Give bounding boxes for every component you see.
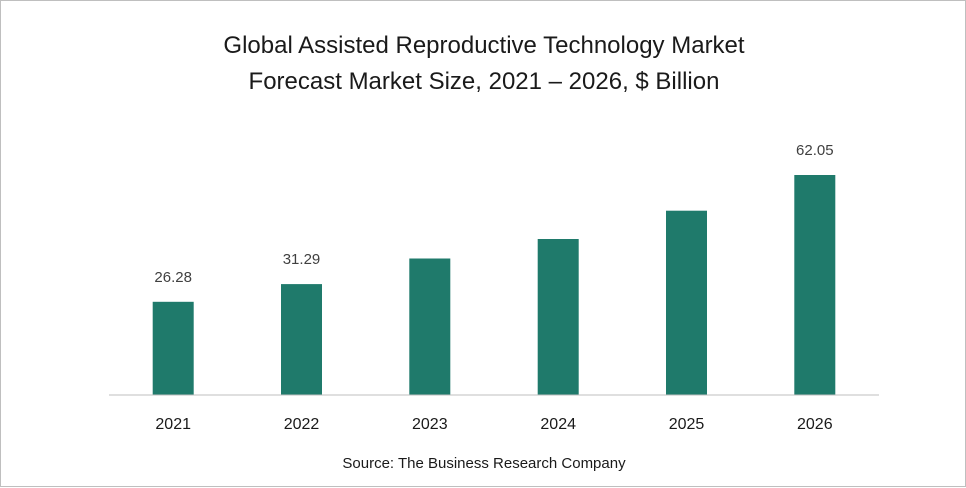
data-label-2022: 31.29: [283, 251, 321, 268]
data-label-2026: 62.05: [796, 142, 834, 159]
bar-2021: [152, 301, 194, 395]
x-tick-label-2026: 2026: [797, 416, 833, 433]
source-note: Source: The Business Research Company: [342, 455, 626, 472]
tick-labels-layer: 2021 2022 2023 2024 2025 2026: [155, 416, 832, 433]
bar-2025: [666, 210, 707, 395]
bar-2026: [794, 175, 836, 395]
bar-2022: [281, 284, 322, 395]
x-tick-label-2024: 2024: [540, 416, 576, 433]
chart-subtitle: Forecast Market Size, 2021 – 2026, $ Bil…: [248, 68, 720, 95]
labels-layer: 26.28 31.29 62.05: [154, 142, 833, 286]
bar-2023: [409, 258, 451, 395]
chart-title: Global Assisted Reproductive Technology …: [223, 32, 745, 59]
data-label-2021: 26.28: [154, 269, 192, 286]
x-tick-label-2023: 2023: [412, 416, 448, 433]
x-tick-label-2021: 2021: [155, 416, 191, 433]
bars-layer: [152, 175, 836, 395]
x-tick-label-2022: 2022: [284, 416, 320, 433]
x-tick-label-2025: 2025: [669, 416, 705, 433]
bar-2024: [537, 239, 579, 395]
